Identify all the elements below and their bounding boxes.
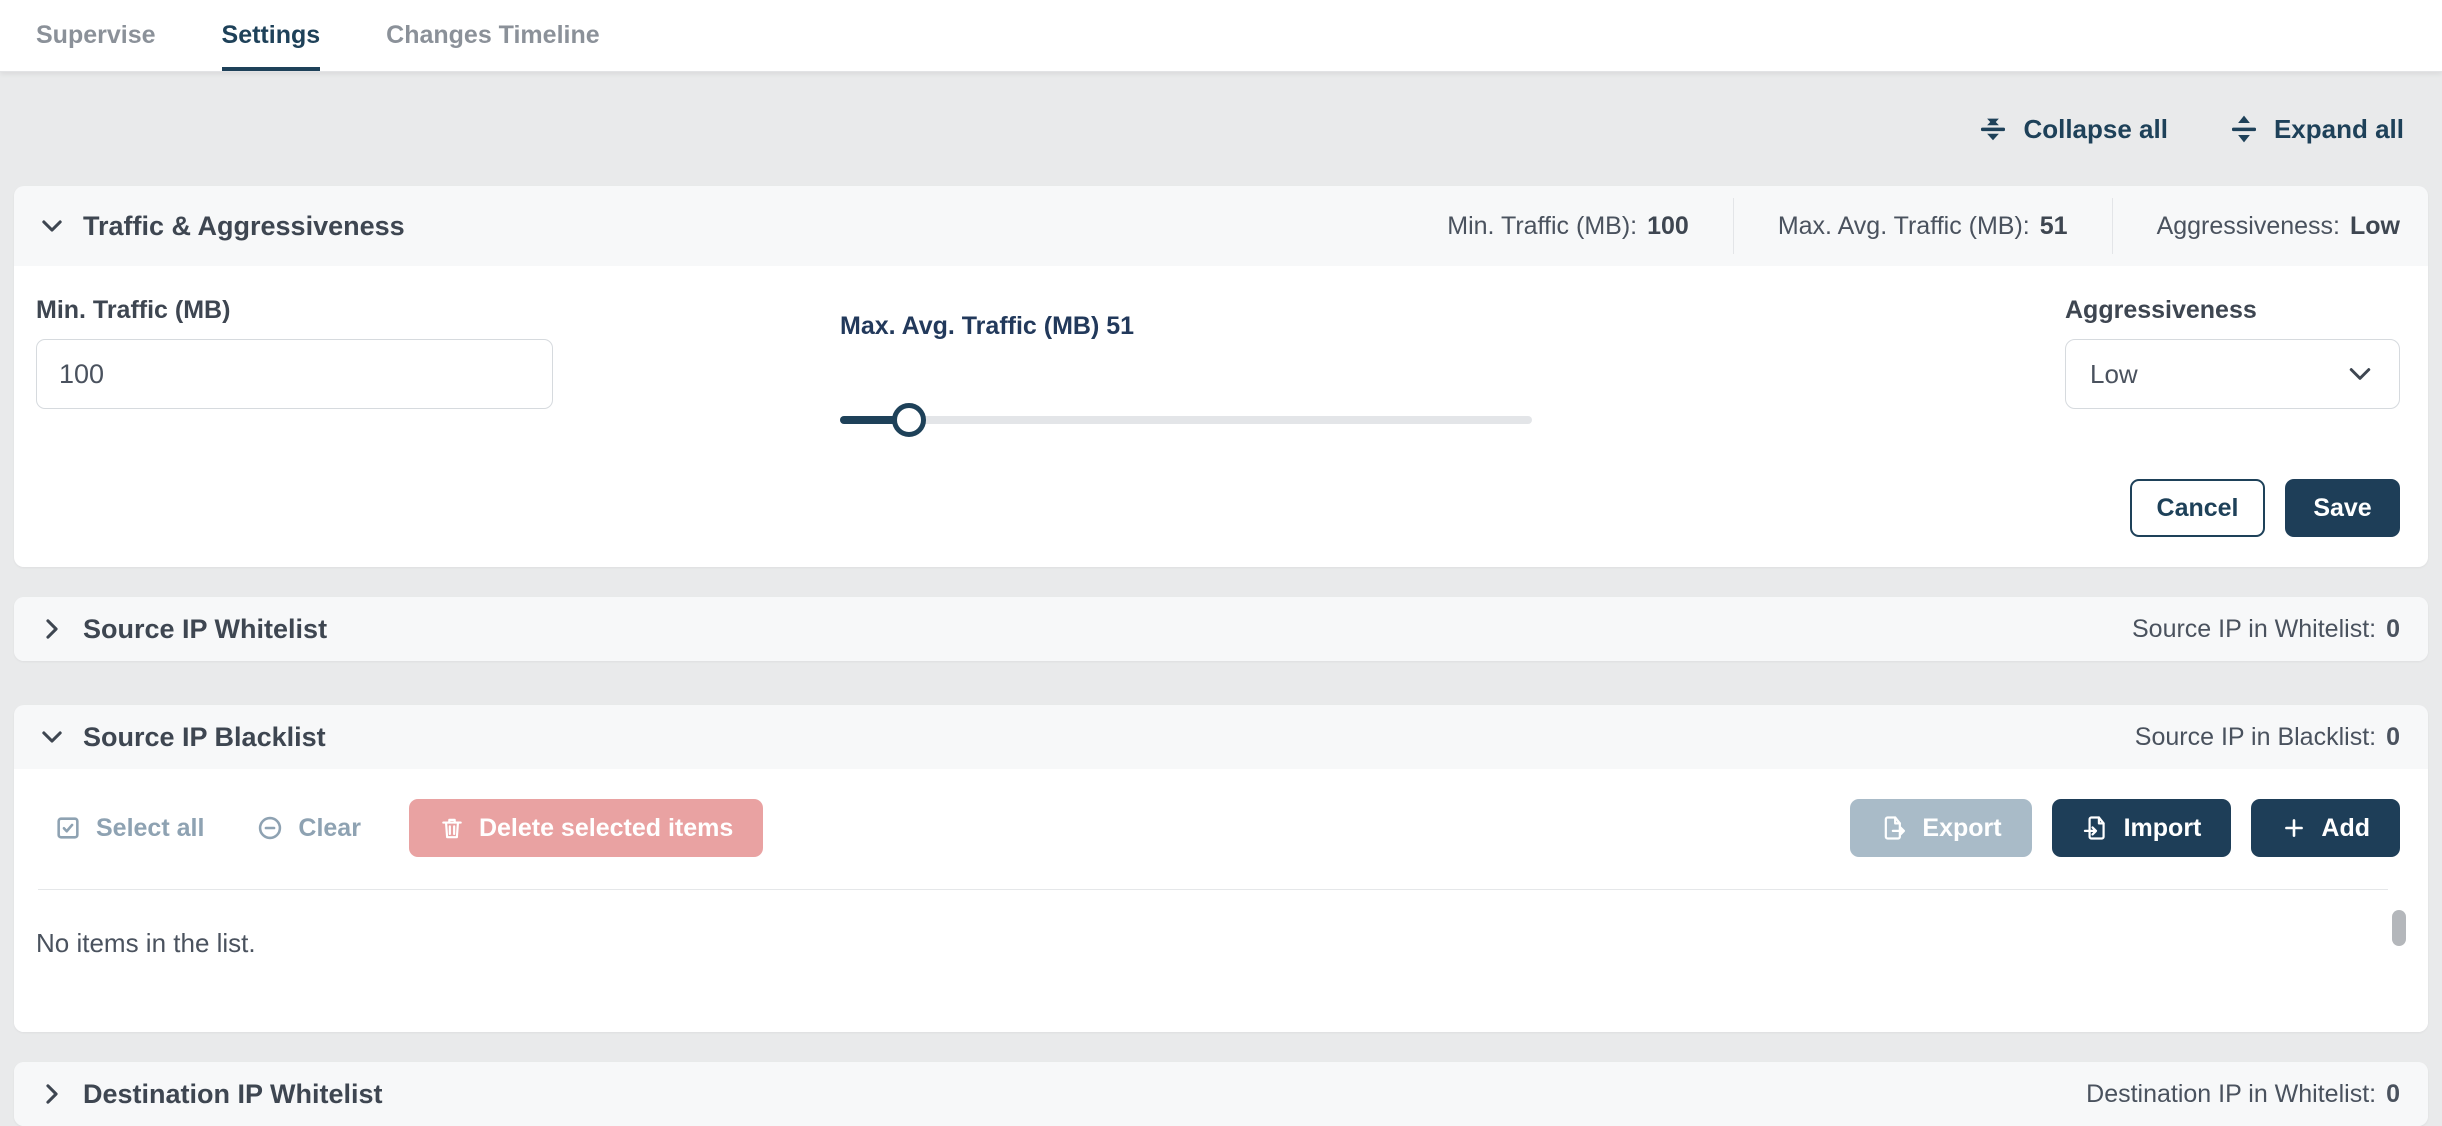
plus-icon [2281, 815, 2307, 841]
destination-ip-whitelist-card: Destination IP Whitelist Destination IP … [14, 1062, 2428, 1126]
file-export-icon [1880, 814, 1908, 842]
summary-aggressiveness: Aggressiveness: Low [2111, 198, 2400, 254]
blacklist-list-area: No items in the list. [14, 890, 2428, 1032]
export-button[interactable]: Export [1850, 799, 2032, 857]
chevron-right-icon [38, 1080, 66, 1108]
select-all-label: Select all [96, 813, 205, 842]
summary-max-avg-traffic: Max. Avg. Traffic (MB): 51 [1732, 198, 2112, 254]
chevron-right-icon [38, 615, 66, 643]
slider-fill [840, 416, 910, 424]
traffic-summary: Min. Traffic (MB): 100 Max. Avg. Traffic … [1403, 186, 2400, 266]
delete-selected-button[interactable]: Delete selected items [408, 799, 764, 857]
source-ip-whitelist-title: Source IP Whitelist [83, 613, 328, 644]
select-all-button[interactable]: Select all [54, 814, 204, 843]
summary-min-traffic: Min. Traffic (MB): 100 [1447, 211, 1689, 240]
slider-track[interactable] [840, 416, 1532, 424]
traffic-aggressiveness-card: Traffic & Aggressiveness Min. Traffic (M… [14, 186, 2428, 567]
clear-button[interactable]: Clear [256, 814, 361, 843]
chevron-down-icon [38, 723, 66, 751]
aggressiveness-label: Aggressiveness [2065, 296, 2257, 324]
circle-minus-icon [256, 814, 284, 842]
blacklist-toolbar: Select all Clear Delete selected item [14, 769, 2428, 889]
collapse-all-icon [1977, 113, 2009, 145]
add-button[interactable]: Add [2251, 799, 2400, 857]
tab-settings[interactable]: Settings [221, 0, 321, 71]
max-avg-traffic-slider[interactable] [840, 403, 1532, 437]
tab-changes-timeline[interactable]: Changes Timeline [386, 21, 600, 49]
traffic-section-title: Traffic & Aggressiveness [83, 210, 405, 241]
chevron-down-icon [2345, 359, 2375, 389]
expand-all-button[interactable]: Expand all [2228, 113, 2404, 145]
tab-bar: Supervise Settings Changes Timeline [0, 0, 2442, 72]
source-ip-blacklist-title: Source IP Blacklist [83, 721, 326, 752]
destination-ip-whitelist-title: Destination IP Whitelist [83, 1078, 383, 1109]
trash-icon [439, 815, 465, 841]
slider-thumb[interactable] [892, 403, 927, 437]
checkbox-check-icon [54, 814, 82, 842]
traffic-section-header[interactable]: Traffic & Aggressiveness Min. Traffic (M… [14, 186, 2428, 266]
export-label: Export [1922, 813, 2002, 842]
source-ip-blacklist-card: Source IP Blacklist Source IP in Blackli… [14, 705, 2428, 1032]
min-traffic-label: Min. Traffic (MB) [36, 296, 231, 324]
collapse-all-button[interactable]: Collapse all [1977, 113, 2168, 145]
min-traffic-input[interactable] [36, 339, 553, 409]
source-ip-whitelist-header[interactable]: Source IP Whitelist Source IP in Whiteli… [14, 597, 2428, 661]
import-label: Import [2123, 813, 2202, 842]
destination-ip-whitelist-header[interactable]: Destination IP Whitelist Destination IP … [14, 1062, 2428, 1126]
clear-label: Clear [298, 813, 361, 842]
add-label: Add [2321, 813, 2370, 842]
file-import-icon [2082, 814, 2110, 842]
save-button[interactable]: Save [2285, 479, 2400, 537]
source-ip-blacklist-header[interactable]: Source IP Blacklist Source IP in Blackli… [14, 705, 2428, 769]
global-actions-row: Collapse all Expand all [0, 72, 2442, 186]
aggressiveness-selected-value: Low [2090, 358, 2138, 389]
chevron-down-icon [38, 212, 66, 240]
import-button[interactable]: Import [2051, 799, 2232, 857]
aggressiveness-select[interactable]: Low [2065, 339, 2400, 409]
source-ip-whitelist-summary: Source IP in Whitelist: 0 [2132, 614, 2400, 643]
traffic-section-body: Min. Traffic (MB) Max. Avg. Traffic (MB)… [14, 266, 2428, 567]
delete-selected-label: Delete selected items [478, 813, 734, 842]
collapse-all-label: Collapse all [2023, 113, 2168, 144]
max-avg-traffic-label: Max. Avg. Traffic (MB) 51 [840, 312, 1135, 340]
expand-all-label: Expand all [2273, 113, 2404, 144]
source-ip-whitelist-card: Source IP Whitelist Source IP in Whiteli… [14, 597, 2428, 661]
list-divider [38, 889, 2388, 890]
list-scrollbar[interactable] [2392, 910, 2406, 946]
destination-ip-whitelist-summary: Destination IP in Whitelist: 0 [2086, 1079, 2400, 1108]
empty-list-message: No items in the list. [36, 928, 256, 958]
source-ip-blacklist-summary: Source IP in Blacklist: 0 [2134, 722, 2400, 751]
cancel-button[interactable]: Cancel [2130, 479, 2265, 537]
tab-supervise[interactable]: Supervise [36, 21, 156, 49]
expand-all-icon [2228, 113, 2260, 145]
